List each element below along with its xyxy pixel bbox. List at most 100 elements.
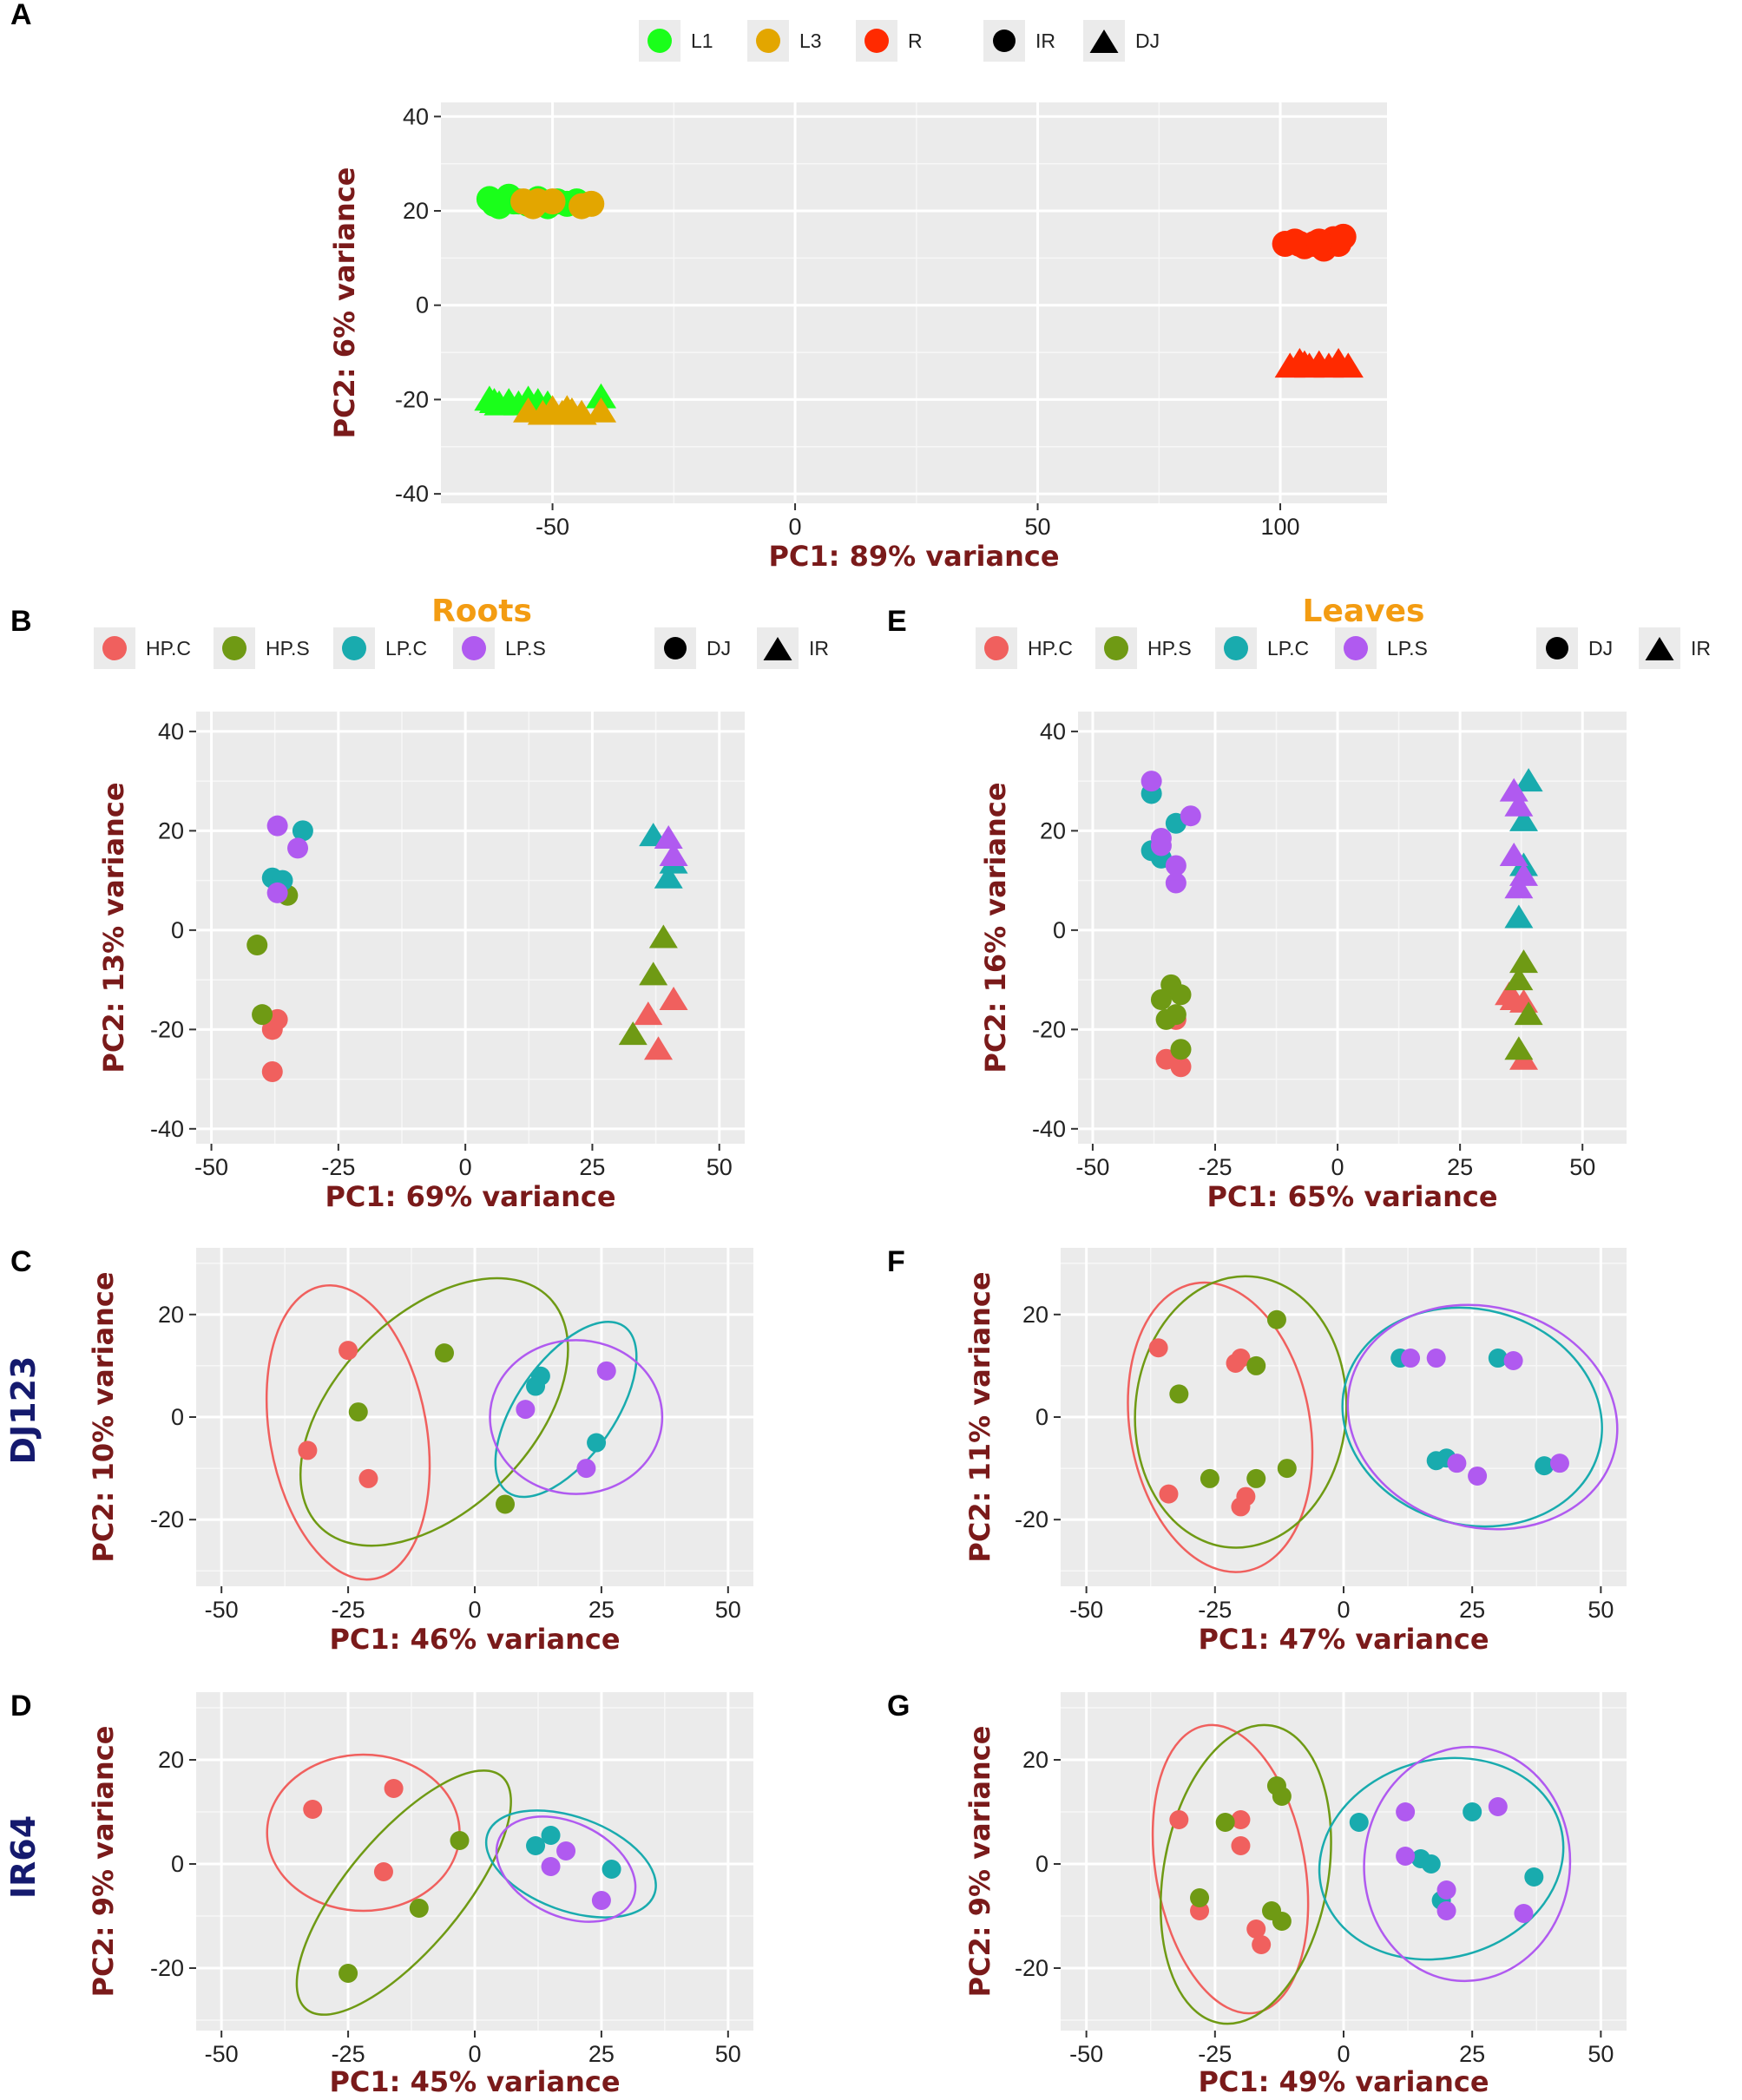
- point-r-triangle: [1289, 350, 1320, 376]
- point-hp-s-triangle: [639, 961, 668, 986]
- legend-label-dj: DJ: [1135, 30, 1160, 52]
- point-l1-triangle: [478, 388, 510, 413]
- ellipse-lp-s: [495, 1815, 637, 1923]
- point-hp-s-circle: [1190, 1888, 1210, 1907]
- y-tick-label: 0: [171, 1851, 184, 1877]
- x-tick-label: -25: [321, 1154, 355, 1180]
- panel-d: -50 -25 0 25 50 -20 0 20 PC1: 45% variance PC2: 9…: [10, 1690, 753, 2098]
- point-hp-s-circle: [247, 935, 268, 956]
- point-l3-triangle: [551, 395, 582, 421]
- point-hp-c-circle: [1231, 1497, 1251, 1517]
- y-tick-label: 40: [1040, 719, 1066, 745]
- point-r-circle: [1305, 228, 1332, 255]
- point-lp-c-circle: [1524, 1867, 1544, 1887]
- point-hp-s-circle: [1155, 1008, 1177, 1030]
- y-tick-label: -20: [1015, 1506, 1048, 1532]
- point-hp-c-triangle: [644, 1036, 674, 1060]
- panel-letter: D: [10, 1690, 32, 1723]
- x-tick-label: -25: [1198, 1597, 1232, 1623]
- section-title-leaves: Leaves: [1303, 594, 1425, 629]
- legend-swatch-hp-s: [1104, 636, 1128, 660]
- panel-g: -50 -25 0 25 50 -20 0 20 PC1: 49% variance PC2: 9…: [887, 1690, 1627, 2098]
- point-hp-c-circle: [1148, 1338, 1168, 1358]
- point-hp-s-circle: [409, 1899, 429, 1918]
- y-tick-label: 0: [1035, 1404, 1048, 1430]
- y-tick-label: -20: [1015, 1955, 1048, 1981]
- x-tick-label: 50: [1588, 2041, 1614, 2067]
- legend-swatch-lp-s: [1344, 636, 1368, 660]
- point-hp-s-circle: [434, 1343, 454, 1363]
- point-lp-s-circle: [596, 1361, 616, 1381]
- legend-shape-circle: [1546, 637, 1568, 660]
- side-title-ir64: IR64: [4, 1815, 43, 1899]
- y-tick-label: -20: [1032, 1016, 1066, 1042]
- point-lp-s-circle: [1488, 1797, 1508, 1816]
- point-lp-s-triangle: [1504, 875, 1534, 899]
- point-hp-s-triangle: [1509, 949, 1538, 974]
- legend-shape-triangle: [1089, 30, 1119, 53]
- panel-letter: F: [887, 1245, 905, 1278]
- point-hp-c-circle: [1246, 1920, 1266, 1939]
- point-lp-s-circle: [266, 882, 288, 903]
- x-tick-label: -50: [194, 1154, 228, 1180]
- point-hp-c-circle: [1159, 1484, 1179, 1504]
- point-hp-s-circle: [1200, 1468, 1219, 1488]
- x-tick-label: -50: [205, 2041, 239, 2067]
- ellipse-lp-c: [484, 1809, 657, 1919]
- x-tick-label: -50: [1069, 2041, 1103, 2067]
- y-tick-label: 20: [158, 1302, 184, 1328]
- legend-shape-circle: [993, 30, 1016, 52]
- x-axis-title: PC1: 65% variance: [1206, 1180, 1497, 1213]
- ellipse-lp-s: [489, 1339, 664, 1495]
- legend-a: L1 L3 R IR DJ: [639, 20, 1160, 62]
- y-tick-label: 0: [171, 917, 184, 943]
- x-tick-label: 0: [789, 514, 802, 540]
- y-tick-label: -20: [395, 386, 429, 412]
- point-hp-c-triangle: [634, 1001, 663, 1026]
- ellipse-lp-s: [1346, 1303, 1619, 1531]
- x-tick-label: 25: [579, 1154, 605, 1180]
- panel-f: -50 -25 0 25 50 -20 0 20 PC1: 47% variance PC2: 1…: [887, 1245, 1627, 1656]
- point-hp-c-circle: [1252, 1935, 1272, 1954]
- y-tick-label: 20: [158, 1747, 184, 1773]
- legend-b: HP.C HP.S LP.C LP.S DJ IR: [94, 627, 829, 669]
- legend-label-l3: L3: [799, 30, 822, 52]
- point-hp-c-circle: [358, 1468, 378, 1488]
- y-tick-label: 20: [1022, 1302, 1048, 1328]
- legend-label-r: R: [908, 30, 923, 52]
- point-hp-c-circle: [298, 1440, 318, 1460]
- y-tick-label: 20: [1022, 1747, 1048, 1773]
- legend-swatch-r: [864, 29, 889, 53]
- y-tick-label: 0: [171, 1404, 184, 1430]
- x-tick-label: 25: [588, 2041, 615, 2067]
- y-tick-label: 20: [1040, 817, 1066, 843]
- panel-letter: E: [887, 605, 907, 638]
- x-tick-label: 25: [1447, 1154, 1473, 1180]
- point-lp-s-circle: [1514, 1904, 1534, 1923]
- point-hp-c-circle: [261, 1061, 283, 1082]
- x-tick-label: 25: [1459, 1597, 1485, 1623]
- y-tick-label: -20: [150, 1955, 184, 1981]
- legend-label-ir: IR: [1035, 30, 1055, 52]
- point-hp-s-circle: [1272, 1787, 1292, 1806]
- y-tick-label: 40: [403, 103, 429, 129]
- point-hp-s-circle: [1272, 1912, 1292, 1931]
- point-hp-s-circle: [1169, 1384, 1189, 1404]
- x-axis-title: PC1: 47% variance: [1198, 1623, 1489, 1656]
- y-tick-label: -20: [150, 1016, 184, 1042]
- point-l3-circle: [578, 190, 605, 217]
- point-hp-s-circle: [348, 1402, 368, 1422]
- point-r-circle: [1286, 231, 1313, 258]
- x-axis-title: PC1: 89% variance: [768, 540, 1059, 573]
- point-lp-c-circle: [1535, 1456, 1555, 1476]
- legend-label-lp-c: LP.C: [385, 637, 427, 660]
- x-axis-title: PC1: 45% variance: [329, 2065, 620, 2098]
- point-lp-c-circle: [541, 1826, 561, 1845]
- x-tick-label: 0: [468, 1597, 481, 1623]
- ellipse-hp-s: [1159, 1723, 1332, 2025]
- point-hp-s-circle: [450, 1831, 470, 1850]
- point-lp-c-triangle: [654, 864, 683, 889]
- point-lp-s-circle: [1447, 1454, 1467, 1473]
- panel-e: -50 -25 0 25 50 -40 -20 0 20 40 PC1: 65% variance P…: [887, 605, 1627, 1213]
- point-lp-s-circle: [556, 1841, 576, 1860]
